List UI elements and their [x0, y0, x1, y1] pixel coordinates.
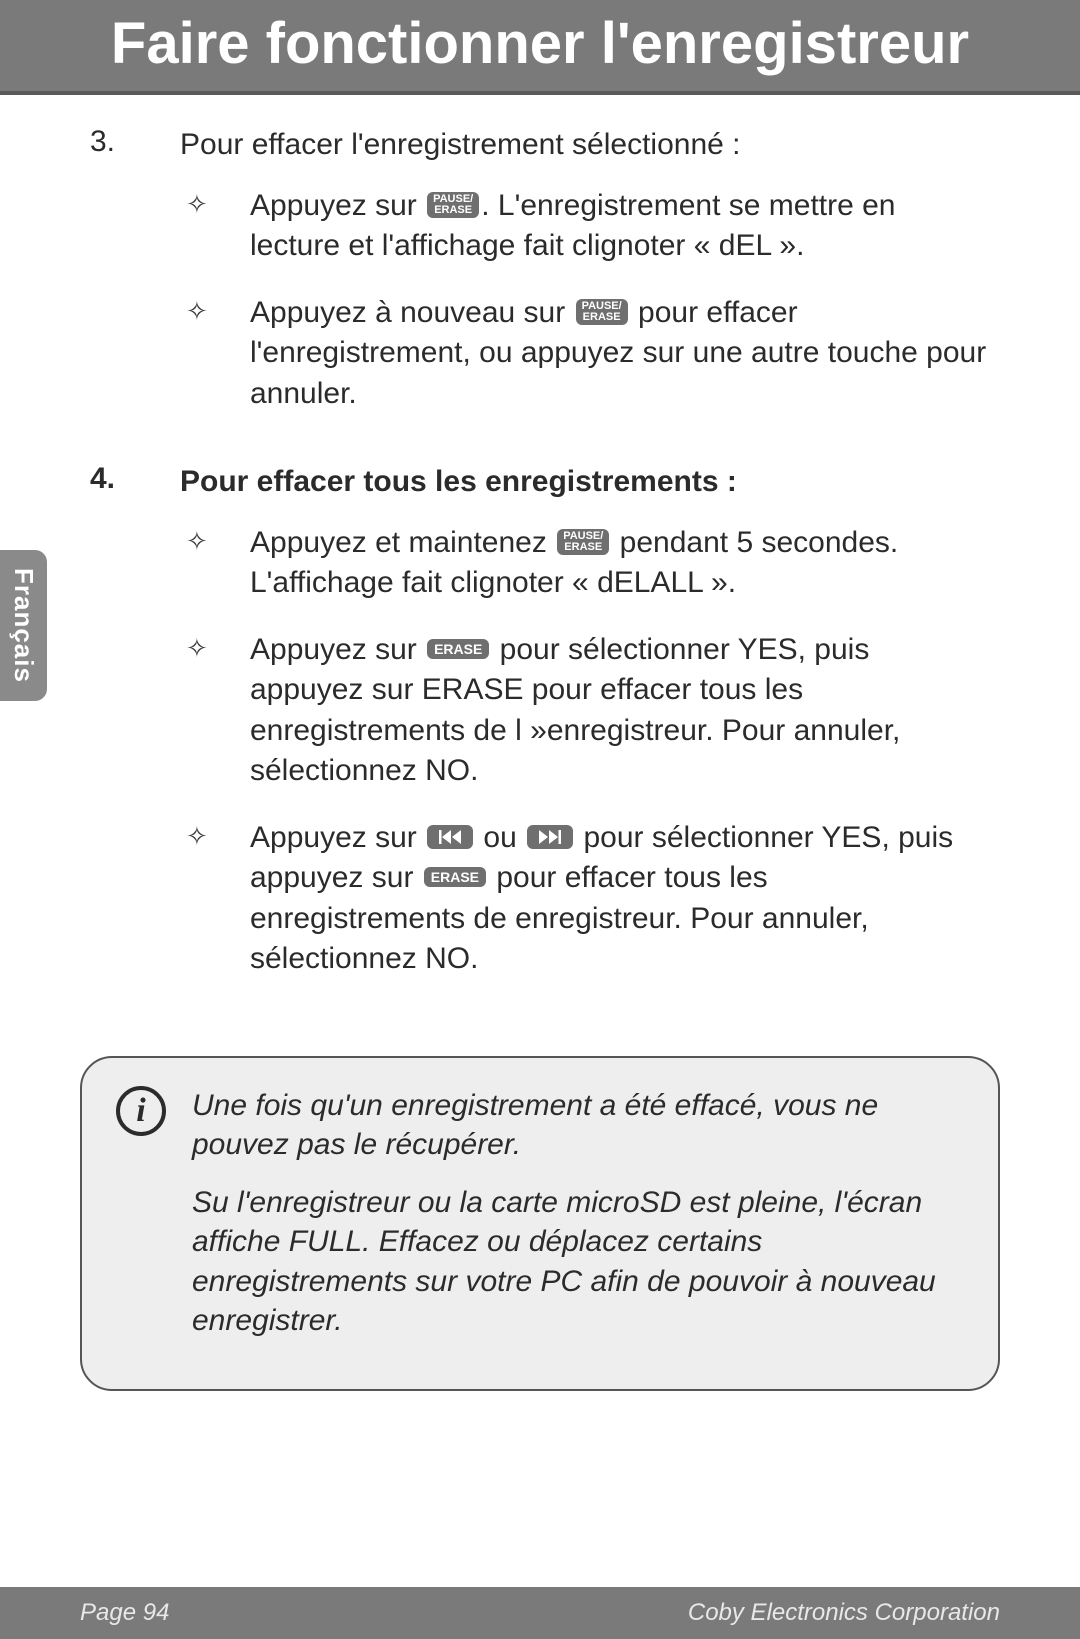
pause-erase-button-icon: PAUSE/ERASE — [576, 299, 628, 325]
info-paragraph: Une fois qu'un enregistrement a été effa… — [192, 1086, 964, 1165]
content-area: 3. Pour effacer l'enregistrement sélecti… — [0, 95, 1080, 1006]
sub-item-body: Appuyez sur ERASE pour sélectionner YES,… — [250, 630, 990, 792]
text-segment: Appuyez sur — [250, 189, 425, 222]
sub-item: ✧ Appuyez et maintenez PAUSE/ERASE penda… — [180, 523, 990, 604]
text-segment: Appuyez sur — [250, 821, 425, 854]
text-segment: Appuyez sur — [250, 633, 425, 666]
text-segment: ou — [475, 821, 525, 854]
language-tab: Français — [0, 550, 47, 701]
sub-list: ✧ Appuyez sur PAUSE/ERASE. L'enregistrem… — [180, 186, 990, 415]
info-box: i Une fois qu'un enregistrement a été ef… — [80, 1056, 1000, 1392]
footer-corporation: Coby Electronics Corporation — [688, 1599, 1000, 1627]
text-segment: Appuyez à nouveau sur — [250, 296, 574, 329]
sub-item: ✧ Appuyez à nouveau sur PAUSE/ERASE pour… — [180, 293, 990, 415]
page-footer: Page 94 Coby Electronics Corporation — [0, 1587, 1080, 1639]
bullet-diamond-icon: ✧ — [180, 818, 250, 980]
list-body: Pour effacer tous les enregistrements : … — [180, 462, 990, 1006]
bullet-diamond-icon: ✧ — [180, 523, 250, 604]
sub-item-body: Appuyez à nouveau sur PAUSE/ERASE pour e… — [250, 293, 990, 415]
sub-item: ✧ Appuyez sur PAUSE/ERASE. L'enregistrem… — [180, 186, 990, 267]
page-number: Page 94 — [80, 1599, 169, 1627]
title-bar: Faire fonctionner l'enregistreur — [0, 0, 1080, 95]
sub-item: ✧ Appuyez sur ERASE pour sélectionner YE… — [180, 630, 990, 792]
list-number: 4. — [90, 462, 180, 1006]
pause-erase-button-icon: PAUSE/ERASE — [557, 529, 609, 555]
sub-item-body: Appuyez sur ou pour sélectionner YES, pu… — [250, 818, 990, 980]
sub-item-body: Appuyez et maintenez PAUSE/ERASE pendant… — [250, 523, 990, 604]
manual-page: Faire fonctionner l'enregistreur Françai… — [0, 0, 1080, 1639]
skip-back-button-icon — [427, 825, 473, 849]
info-icon: i — [116, 1086, 166, 1136]
text-segment: Appuyez et maintenez — [250, 526, 555, 559]
list-number: 3. — [90, 125, 180, 440]
list-item-4: 4. Pour effacer tous les enregistrements… — [90, 462, 990, 1006]
page-title: Faire fonctionner l'enregistreur — [0, 10, 1080, 77]
sub-list: ✧ Appuyez et maintenez PAUSE/ERASE penda… — [180, 523, 990, 980]
sub-item-body: Appuyez sur PAUSE/ERASE. L'enregistremen… — [250, 186, 990, 267]
bullet-diamond-icon: ✧ — [180, 293, 250, 415]
info-paragraph: Su l'enregistreur ou la carte microSD es… — [192, 1183, 964, 1341]
list-item-text: Pour effacer l'enregistrement sélectionn… — [180, 128, 740, 161]
erase-button-icon: ERASE — [427, 639, 489, 659]
bullet-diamond-icon: ✧ — [180, 186, 250, 267]
list-item-text: Pour effacer tous les enregistrements : — [180, 465, 737, 498]
erase-button-icon: ERASE — [424, 867, 486, 887]
list-item-3: 3. Pour effacer l'enregistrement sélecti… — [90, 125, 990, 440]
pause-erase-button-icon: PAUSE/ERASE — [427, 192, 479, 218]
info-text: Une fois qu'un enregistrement a été effa… — [192, 1086, 964, 1360]
skip-forward-button-icon — [527, 825, 573, 849]
sub-item: ✧ Appuyez sur ou pour sélectionner YES, … — [180, 818, 990, 980]
bullet-diamond-icon: ✧ — [180, 630, 250, 792]
list-body: Pour effacer l'enregistrement sélectionn… — [180, 125, 990, 440]
